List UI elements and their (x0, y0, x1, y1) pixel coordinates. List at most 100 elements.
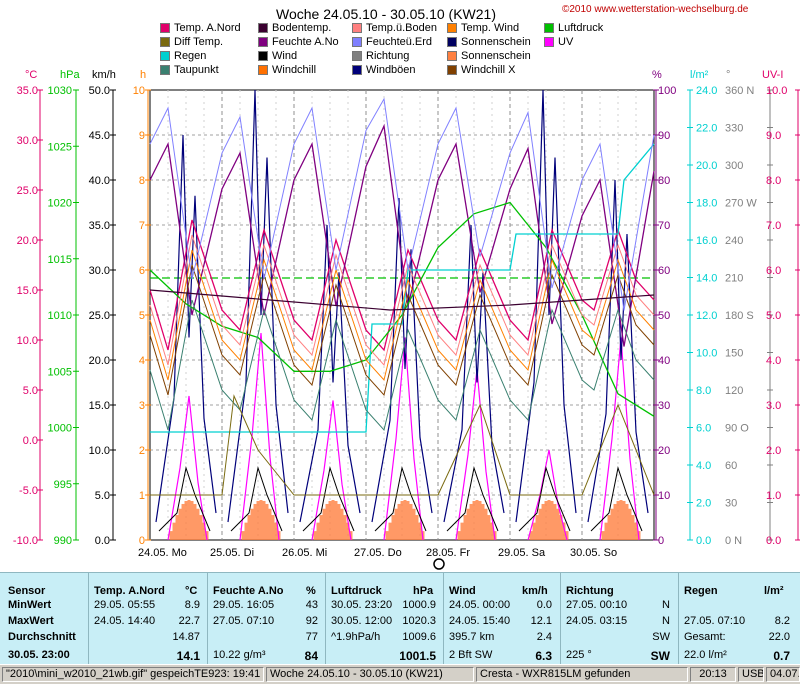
axis-tick-temp: 30.0 (17, 135, 38, 147)
axis-tick-wind: 25.0 (89, 310, 110, 322)
wind-line (446, 466, 499, 532)
wind-gust-line (299, 224, 361, 523)
axis-tick-direction: 210 (725, 273, 743, 285)
table-cell-wind_v: 12.1 (530, 615, 552, 627)
sunshine-bar (538, 508, 542, 540)
axis-tick-direction: 30 (725, 498, 737, 510)
legend-item: Feuchte A.No (258, 36, 339, 48)
header-rain-unit: l/m² (764, 585, 784, 597)
table-cell-hum_v: 43 (305, 599, 318, 611)
sunshine-bar (322, 508, 326, 540)
legend-item: Temp. Wind (447, 22, 519, 34)
table-cell-hum_t: 29.05. 16:05 (213, 599, 275, 611)
header-wind: Wind (449, 585, 476, 597)
sunshine-bar (613, 503, 617, 540)
axis-unit-pressure: hPa (60, 69, 80, 81)
axis-tick-temp: 15.0 (17, 285, 38, 297)
axis-tick-rain: 22.0 (696, 123, 717, 135)
table-cell-hum_v: 77 (305, 631, 318, 643)
sunshine-bar (193, 503, 197, 540)
axis-tick-rain: 6.0 (696, 423, 711, 435)
axis-tick-wind: 50.0 (89, 85, 110, 97)
sunshine-bar (529, 531, 533, 540)
table-cell-rain_t: Gesamt: (684, 631, 726, 643)
day-label: 24.05. Mo (138, 547, 187, 559)
sunshine-bar (169, 531, 173, 540)
sunshine-bar (313, 531, 317, 540)
axis-tick-rain: 8.0 (696, 385, 711, 397)
sunshine-bar (469, 503, 473, 540)
legend-item: Taupunkt (160, 64, 219, 76)
header-sensor: Sensor (8, 585, 46, 597)
wind-gust-line (227, 89, 289, 523)
axis-tick-uv: 1.0 (766, 490, 781, 502)
axis-tick-pressure: 1020 (48, 198, 72, 210)
legend-label: Feuchteü.Erd (366, 36, 433, 48)
wind-line (230, 466, 283, 532)
status-station: Cresta - WXR815LM gefunden (476, 667, 688, 682)
sunshine-bar (172, 522, 176, 540)
legend-swatch (258, 37, 268, 47)
uv-line (311, 400, 352, 541)
status-usb: USB (738, 667, 764, 682)
sunshine-bar (415, 515, 419, 540)
axis-tick-temp: 35.0 (17, 85, 38, 97)
sunshine-bar (481, 503, 485, 540)
legend-swatch (160, 51, 170, 61)
weather-chart-area: °C 35.0 30.0 25.0 20.0 15.0 10.0 5.0 0.0 -5.0 -10.… (12, 4, 800, 570)
day-label: 30.05. So (570, 547, 617, 559)
sunshine-bar (625, 503, 629, 540)
axis-tick-rain: 0.0 (696, 535, 711, 547)
axis-unit-humidity: % (652, 69, 662, 81)
legend-item: Feuchteü.Erd (352, 36, 432, 48)
chart-title: Woche 24.05.10 - 30.05.10 (KW21) (276, 6, 496, 22)
axis-tick-uv: 3.0 (766, 400, 781, 412)
stats-table: Sensor Temp. A.Nord °C Feuchte A.No % Lu… (0, 572, 800, 665)
sunshine-bar (607, 515, 611, 540)
axis-tick-direction: 60 (725, 460, 737, 472)
legend-swatch (447, 65, 457, 75)
sunshine-bar (478, 501, 482, 540)
table-cell-dir_t: 27.05. 00:10 (566, 599, 628, 611)
axis-tick-hours: 8 (139, 175, 145, 187)
sunshine-bar (274, 522, 278, 540)
sunshine-bar (184, 501, 188, 540)
table-cell-label: MaxWert (8, 615, 54, 627)
sunshine-bar (331, 500, 335, 540)
sunshine-bar (622, 501, 626, 540)
sunshine-bar (340, 508, 344, 540)
sunshine-bar (631, 515, 635, 540)
legend-swatch (160, 23, 170, 33)
axis-tick-direction: 0 N (725, 535, 742, 547)
axis-tick-wind: 0.0 (95, 535, 110, 547)
axis-tick-temp: 10.0 (17, 335, 38, 347)
axis-tick-pressure: 1030 (48, 85, 72, 97)
table-cell-hum_t: 10.22 g/m³ (213, 649, 266, 661)
sunshine-bar (247, 515, 251, 540)
axis-tick-humidity: 0 (658, 535, 664, 547)
axis-tick-temp: -5.0 (19, 485, 38, 497)
uv-line (383, 337, 424, 541)
table-cell-wind_v: 0.0 (536, 599, 552, 611)
day-label: 26.05. Mi (282, 547, 327, 559)
table-cell-label: 30.05. 23:00 (8, 649, 70, 661)
uv-line (599, 337, 640, 541)
soil-temp-line (149, 289, 655, 311)
sunshine-bar (199, 515, 203, 540)
sunshine-bar (334, 501, 338, 540)
day-label: 25.05. Di (210, 547, 254, 559)
header-rain: Regen (684, 585, 718, 597)
table-cell-press_t: ^1.9hPa/h (331, 631, 381, 643)
wind-line (302, 466, 355, 532)
axis-tick-pressure: 1005 (48, 366, 72, 378)
sunshine-bar (547, 500, 551, 540)
soil-humidity-line (149, 97, 655, 311)
sunshine-bar (319, 515, 323, 540)
sunshine-bar (616, 501, 620, 540)
table-cell-wind_v: 6.3 (535, 649, 552, 663)
legend-label: Diff Temp. (174, 36, 224, 48)
table-cell-dir_v: SW (652, 631, 670, 643)
axis-tick-wind: 10.0 (89, 445, 110, 457)
sunshine-bar (349, 531, 353, 540)
legend-label: Windchill X (461, 64, 516, 76)
